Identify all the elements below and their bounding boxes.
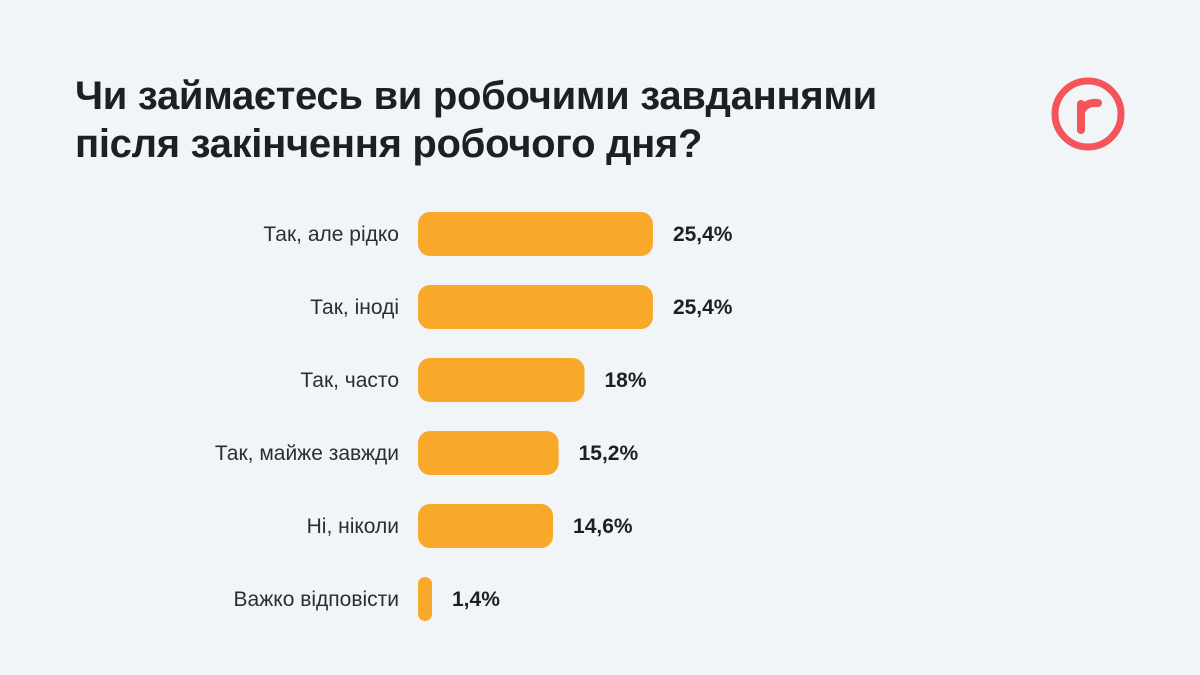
bar — [418, 504, 554, 548]
value-label: 25,4% — [673, 223, 733, 246]
bar — [418, 212, 653, 256]
category-label: Так, майже завжди — [215, 442, 399, 465]
bar — [418, 431, 559, 475]
bar — [418, 285, 653, 329]
category-label: Ні, ніколи — [307, 515, 399, 538]
bar — [418, 358, 585, 402]
roboty-r-logo-icon — [1051, 77, 1125, 151]
category-label: Так, іноді — [310, 296, 399, 319]
bar — [418, 577, 432, 621]
category-label: Важко відповісти — [234, 588, 399, 611]
value-label: 1,4% — [452, 588, 500, 611]
value-label: 14,6% — [573, 515, 633, 538]
value-label: 18% — [605, 369, 647, 392]
category-label: Так, часто — [300, 369, 399, 392]
value-label: 15,2% — [579, 442, 639, 465]
category-label: Так, але рідко — [263, 223, 399, 246]
value-label: 25,4% — [673, 296, 733, 319]
chart-title: Чи займаєтесь ви робочими завданнями піс… — [75, 74, 877, 166]
